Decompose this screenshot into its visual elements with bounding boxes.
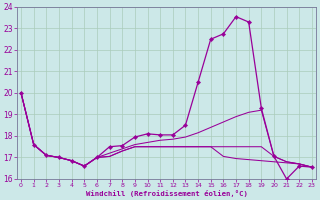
X-axis label: Windchill (Refroidissement éolien,°C): Windchill (Refroidissement éolien,°C) — [85, 190, 247, 197]
